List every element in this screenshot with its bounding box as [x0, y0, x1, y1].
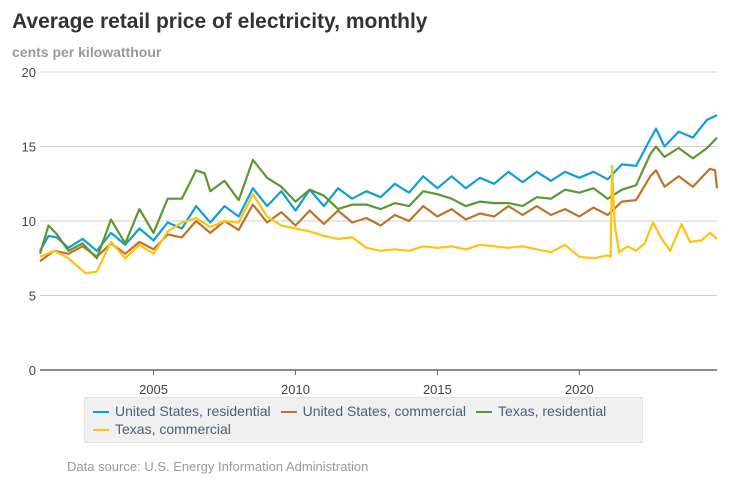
line-chart: 0 5 10 15 20 2005 2010 2015 2020	[22, 65, 719, 397]
data-source: Data source: U.S. Energy Information Adm…	[67, 459, 369, 474]
legend: United States, residential United States,…	[84, 397, 643, 443]
y-axis-unit: cents per kilowatthour	[12, 44, 162, 60]
y-tick-label: 15	[22, 140, 36, 155]
legend-swatch	[476, 411, 493, 414]
x-tick-label: 2005	[139, 382, 168, 397]
legend-item[interactable]: Texas, commercial	[93, 420, 231, 438]
y-tick-label: 20	[22, 65, 36, 80]
legend-label: United States, commercial	[302, 403, 467, 419]
y-tick-label: 0	[29, 363, 36, 378]
series-line-texas-commercial	[39, 164, 718, 275]
chart-title: Average retail price of electricity, mon…	[12, 10, 428, 33]
x-tick-label: 2015	[423, 382, 452, 397]
legend-label: United States, residential	[115, 403, 271, 419]
series-line-united-states-residential	[39, 114, 718, 252]
series-line-texas-residential	[38, 136, 718, 260]
x-tick-label: 2020	[565, 382, 594, 397]
legend-item[interactable]: United States, residential	[93, 402, 271, 420]
legend-item[interactable]: United States, commercial	[280, 402, 467, 420]
legend-label: Texas, residential	[498, 403, 607, 419]
legend-swatch	[93, 429, 109, 432]
x-tick-label: 2010	[281, 382, 310, 397]
y-tick-label: 5	[29, 289, 36, 304]
y-tick-label: 10	[22, 214, 36, 229]
legend-item[interactable]: Texas, residential	[476, 402, 606, 420]
legend-label: Texas, commercial	[115, 421, 231, 437]
legend-swatch	[280, 411, 297, 414]
legend-swatch	[93, 411, 109, 414]
